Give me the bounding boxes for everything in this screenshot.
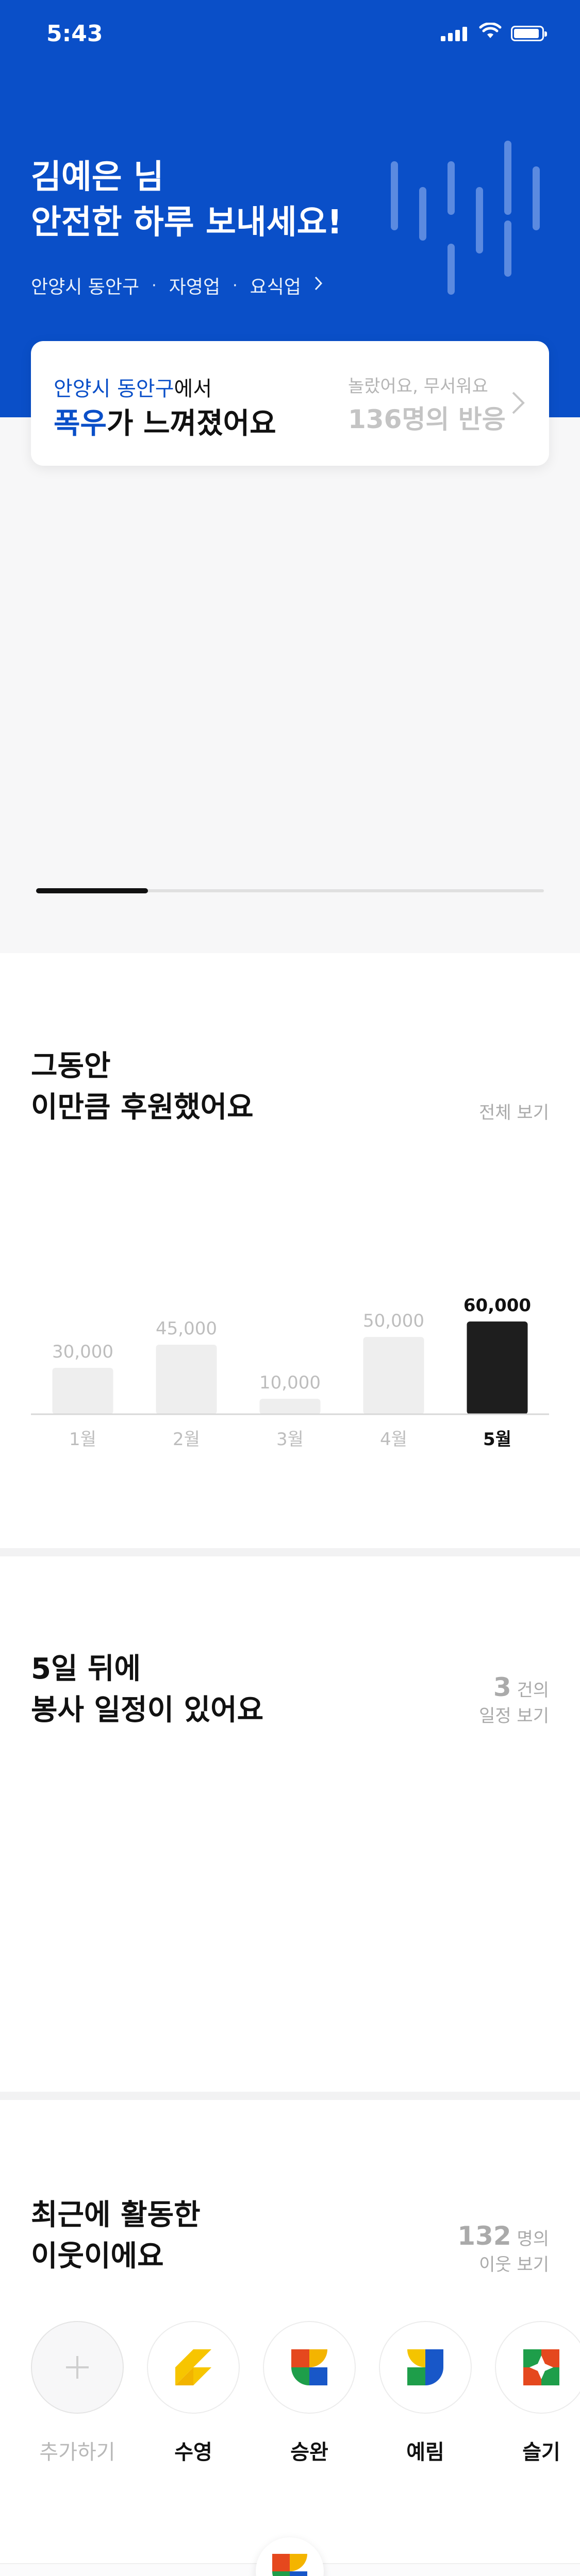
chart-category-label: 3월 xyxy=(276,1429,304,1450)
chart-category-label: 5월 xyxy=(483,1429,511,1450)
greeting-name: 김예은 님 xyxy=(31,158,164,196)
neighbor-item[interactable]: 수영 xyxy=(147,2321,240,2465)
chart-category-label: 4월 xyxy=(380,1429,407,1450)
chevron-right-icon xyxy=(313,275,324,296)
chevron-right-icon xyxy=(512,392,525,414)
location-city: 안양시 동안구 xyxy=(31,277,140,298)
disaster-report-card[interactable]: 안양시 동안구에서 폭우가 느껴졌어요 놀랐어요, 무서워요 136명의 반응 xyxy=(31,341,549,466)
neighbors-view-link[interactable]: 132 명의 이웃 보기 xyxy=(457,2221,549,2275)
neighbors-title: 최근에 활동한 이웃이에요 xyxy=(31,2198,201,2273)
volunteer-title: 5일 뒤에 봉사 일정이 있어요 xyxy=(31,1652,264,1727)
reaction-label: 놀랐어요, 무서워요 xyxy=(348,376,488,397)
chart-value-label: 50,000 xyxy=(363,1311,424,1331)
greeting-message: 안전한 하루 보내세요! xyxy=(31,204,342,242)
section-divider xyxy=(0,1548,580,1556)
reaction-count: 136명의 반응 xyxy=(348,404,506,434)
yellow-leaf-logo-icon xyxy=(175,2349,211,2385)
chart-bar xyxy=(259,1399,321,1414)
wifi-icon xyxy=(479,22,502,41)
carousel-progress-indicator xyxy=(36,888,148,893)
carousel-progress-track xyxy=(36,889,544,892)
chart-bar xyxy=(156,1345,217,1414)
donation-view-all-link[interactable]: 전체 보기 xyxy=(479,1103,549,1123)
greeting: 김예은 님 안전한 하루 보내세요! xyxy=(31,155,342,245)
chart-value-label: 30,000 xyxy=(52,1342,113,1362)
chart-value-label: 45,000 xyxy=(156,1318,217,1339)
chart-value-label: 60,000 xyxy=(463,1295,531,1316)
neighbor-item[interactable]: 승완 xyxy=(263,2321,356,2465)
status-time: 5:43 xyxy=(46,21,103,47)
battery-icon xyxy=(511,26,547,41)
location-job: 자영업 xyxy=(169,277,221,298)
neighbor-item[interactable]: 슬기 xyxy=(495,2321,580,2465)
chart-bar xyxy=(363,1337,424,1414)
neighbors-count: 132 xyxy=(457,2221,511,2251)
status-icons xyxy=(441,22,547,41)
volunteer-count: 3 xyxy=(493,1672,511,1702)
report-region: 안양시 동안구에서 xyxy=(54,377,212,401)
donation-chart-svg: 30,000 1월 45,000 2월 10,000 3월 50,000 4월 60,000 5월 xyxy=(31,1295,549,1450)
green-orange-star-logo-icon xyxy=(523,2349,559,2385)
signal-icon xyxy=(441,26,470,41)
chart-bar xyxy=(467,1321,528,1414)
donation-bar-chart: 30,000 1월 45,000 2월 10,000 3월 50,000 4월 60,000 5월 xyxy=(31,1267,549,1463)
volunteer-schedule-link[interactable]: 3 건의 일정 보기 xyxy=(479,1672,549,1726)
app-logo-icon xyxy=(272,2554,307,2576)
report-event: 폭우가 느껴졌어요 xyxy=(54,407,276,440)
chart-value-label: 10,000 xyxy=(259,1372,321,1393)
chart-category-label: 1월 xyxy=(69,1429,96,1450)
location-selector[interactable]: 안양시 동안구 · 자영업 · 요식업 xyxy=(31,272,324,299)
multicolor-pinwheel-logo-icon xyxy=(291,2349,327,2385)
plus-icon xyxy=(66,2356,89,2379)
chart-category-label: 2월 xyxy=(173,1429,200,1450)
chart-bar xyxy=(52,1368,113,1414)
neighbors-list: 추가하기 수영 xyxy=(31,2321,580,2476)
location-industry: 요식업 xyxy=(250,277,302,298)
neighbor-item[interactable]: 예림 xyxy=(379,2321,472,2465)
carousel-area xyxy=(0,417,580,953)
sound-wave-icon xyxy=(391,141,540,295)
my-tab-logo-button[interactable] xyxy=(256,2537,324,2576)
status-bar: 5:43 xyxy=(0,0,580,72)
donation-title: 그동안 이만큼 후원했어요 xyxy=(31,1049,254,1124)
add-neighbor-button[interactable]: 추가하기 xyxy=(31,2321,124,2465)
yellow-green-blue-logo-icon xyxy=(407,2349,443,2385)
section-divider xyxy=(0,2092,580,2100)
